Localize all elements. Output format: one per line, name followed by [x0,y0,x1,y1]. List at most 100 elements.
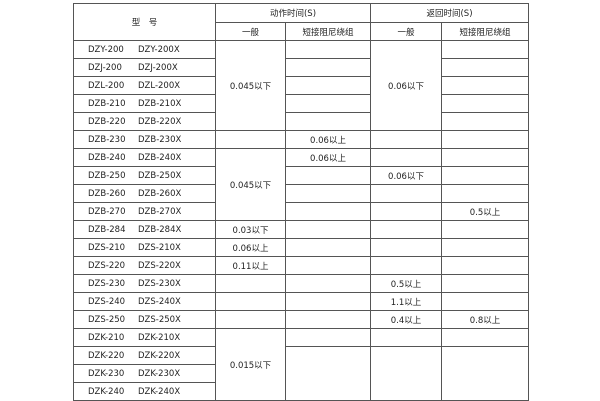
return-short-cell [441,346,529,401]
return-short-cell [441,148,529,167]
return-general-cell [370,256,442,275]
model-cell: DZY-200 DZY-200X [73,40,216,59]
table-row: DZK-240 DZK-240X [73,382,529,401]
action-short-cell [285,292,371,311]
model-name: DZY-200 [88,44,124,55]
action-general-cell: 0.045以下 [215,148,286,221]
return-short-cell [441,58,529,77]
model-name: DZB-240 [88,152,126,163]
model-x-variant: DZJ-200X [138,62,178,73]
model-name: DZK-240 [88,386,125,397]
header-return-general: 一般 [370,22,442,41]
return-general-cell [370,328,442,347]
action-short-cell [285,238,371,257]
model-cell: DZS-230 DZS-230X [73,274,216,293]
return-general-cell [370,220,442,239]
action-general-cell [215,130,286,149]
return-short-cell: 0.5以上 [441,202,529,221]
model-x-variant: DZK-210X [138,332,181,343]
header-return-time: 返回时间(S) [370,3,529,23]
model-x-variant: DZS-220X [138,260,181,271]
return-short-cell [441,94,529,113]
model-name: DZB-230 [88,134,126,145]
model-x-variant: DZB-210X [138,98,182,109]
model-cell: DZS-240 DZS-240X [73,292,216,311]
model-cell: DZL-200 DZL-200X [73,76,216,95]
action-short-cell: 0.06以上 [285,148,371,167]
model-x-variant: DZY-200X [138,44,180,55]
model-cell: DZS-210 DZS-210X [73,238,216,257]
model-x-variant: DZB-220X [138,116,182,127]
action-short-cell [285,94,371,113]
action-general-cell: 0.03以下 [215,220,286,239]
return-general-cell [370,346,442,401]
action-short-cell [285,328,371,347]
return-general-cell [370,238,442,257]
table-row: DZB-220 DZB-220X [73,112,529,131]
return-short-cell [441,166,529,185]
model-x-variant: DZB-284X [138,224,182,235]
action-general-cell [215,292,286,311]
return-general-cell: 1.1以上 [370,292,442,311]
model-cell: DZK-230 DZK-230X [73,364,216,383]
header-return-short: 短接阻尼绕组 [441,22,529,41]
table-row: DZJ-200 DZJ-200X [73,58,529,77]
table-row: DZK-210 DZK-210X 0.015以下 [73,328,529,401]
return-short-cell [441,292,529,311]
model-name: DZK-210 [88,332,125,343]
table-row: DZS-240 DZS-240X 1.1以上 [73,292,529,311]
table-row: DZB-260 DZB-260X [73,184,529,203]
action-short-cell [285,40,371,59]
table-row: DZB-284 DZB-284X 0.03以下 [73,220,529,239]
model-cell: DZB-270 DZB-270X [73,202,216,221]
table-row: DZS-220 DZS-220X 0.11以上 [73,256,529,275]
table-row: DZK-220 DZK-220X [73,346,529,401]
model-name: DZS-240 [88,296,126,307]
action-general-cell: 0.11以上 [215,256,286,275]
model-name: DZK-220 [88,350,125,361]
model-name: DZS-250 [88,314,126,325]
model-x-variant: DZB-250X [138,170,182,181]
action-short-cell [285,166,371,185]
model-cell: DZJ-200 DZJ-200X [73,58,216,77]
action-short-cell [285,184,371,203]
return-general-cell: 0.06以下 [370,40,442,131]
action-general-cell [215,310,286,329]
return-general-cell: 0.5以上 [370,274,442,293]
model-cell: DZK-240 DZK-240X [73,382,216,401]
model-x-variant: DZK-230X [138,368,181,379]
table-row: DZY-200 DZY-200X 0.045以下 0.06以下 [73,40,529,131]
table-row: DZB-270 DZB-270X 0.5以上 [73,202,529,221]
return-short-cell [441,40,529,59]
model-cell: DZB-220 DZB-220X [73,112,216,131]
model-cell: DZK-210 DZK-210X [73,328,216,347]
header-model: 型 号 [73,3,216,41]
action-short-cell [285,274,371,293]
action-short-cell [285,310,371,329]
action-general-cell [215,274,286,293]
return-short-cell [441,184,529,203]
return-short-cell [441,112,529,131]
return-general-cell [370,184,442,203]
action-general-cell: 0.015以下 [215,328,286,401]
model-cell: DZB-210 DZB-210X [73,94,216,113]
return-general-cell: 0.4以上 [370,310,442,329]
model-x-variant: DZK-240X [138,386,181,397]
model-name: DZB-220 [88,116,126,127]
return-general-cell [370,130,442,149]
model-x-variant: DZS-210X [138,242,181,253]
table-row: DZS-210 DZS-210X 0.06以上 [73,238,529,257]
return-short-cell [441,220,529,239]
model-cell: DZB-240 DZB-240X [73,148,216,167]
return-short-cell [441,238,529,257]
model-name: DZJ-200 [88,62,122,73]
model-cell: DZB-250 DZB-250X [73,166,216,185]
return-short-cell [441,76,529,95]
model-name: DZB-284 [88,224,126,235]
model-x-variant: DZS-240X [138,296,181,307]
header-row-2: 一般 短接阻尼绕组 一般 短接阻尼绕组 [74,22,529,41]
action-general-cell: 0.06以上 [215,238,286,257]
model-x-variant: DZB-230X [138,134,182,145]
model-x-variant: DZS-230X [138,278,181,289]
model-x-variant: DZB-260X [138,188,182,199]
